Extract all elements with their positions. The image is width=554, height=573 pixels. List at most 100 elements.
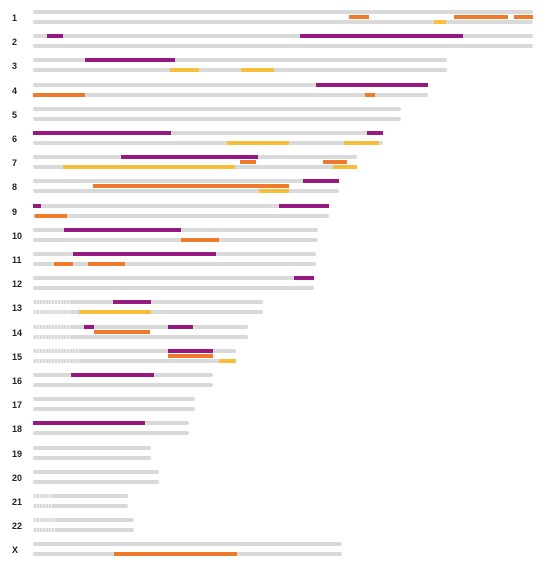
chromosome-track [33, 82, 428, 87]
chromosome-label: 22 [12, 521, 23, 532]
chromosome-label: 5 [12, 109, 18, 120]
yellow-segment [434, 20, 446, 24]
yellow-segment [170, 68, 199, 73]
chromosome-label: 13 [12, 303, 23, 314]
chromosome-label: 20 [12, 472, 23, 483]
chromosome-label: 17 [12, 400, 23, 411]
chromosome-row: 8 [0, 179, 554, 203]
short-arm-hatch [33, 494, 53, 508]
purple-segment [121, 155, 258, 160]
orange-segment [35, 213, 67, 218]
orange-segment [87, 262, 126, 266]
chromosome-row: 10 [0, 227, 554, 252]
chromosome-track [33, 431, 189, 436]
chromosome-track [33, 179, 339, 184]
purple-segment [46, 34, 63, 39]
yellow-segment [333, 165, 357, 170]
purple-segment [33, 421, 145, 426]
orange-segment [33, 92, 85, 97]
short-arm-hatch [33, 300, 72, 315]
yellow-segment [63, 165, 235, 170]
chromosome-track [33, 528, 134, 533]
chromosome-row: 21 [0, 494, 554, 518]
chromosome-row: 7 [0, 155, 554, 179]
chromosome-label: 4 [12, 85, 18, 96]
chromosome-row: X [0, 542, 554, 566]
orange-segment [113, 552, 237, 557]
purple-segment [167, 348, 213, 353]
chromosome-row: 9 [0, 203, 554, 228]
chromosome-row: 17 [0, 397, 554, 421]
chromosome-row: 20 [0, 469, 554, 494]
chromosome-track [33, 407, 195, 412]
orange-segment [349, 15, 369, 19]
chromosome-track [33, 358, 236, 363]
chromosome-track [33, 44, 533, 49]
short-arm-hatch [33, 324, 72, 339]
chromosome-row: 1 [0, 10, 554, 34]
chromosome-track [33, 20, 533, 24]
chromosome-track [33, 286, 314, 291]
chromosome-track [33, 34, 533, 39]
purple-segment [33, 203, 41, 208]
orange-segment [167, 353, 213, 358]
chromosome-row: 16 [0, 373, 554, 397]
chromosome-track [33, 58, 447, 63]
chromosome-track [33, 106, 401, 111]
chromosome-label: 12 [12, 279, 23, 290]
orange-segment [514, 15, 533, 19]
purple-segment [366, 131, 383, 135]
chromosome-row: 13 [0, 300, 554, 324]
yellow-segment [226, 141, 290, 145]
chromosome-row: 3 [0, 58, 554, 82]
yellow-segment [218, 358, 229, 363]
chromosome-row: 2 [0, 34, 554, 58]
purple-segment [70, 373, 155, 377]
chromosome-track [33, 348, 236, 353]
purple-segment [315, 82, 428, 87]
chromosome-row: 14 [0, 324, 554, 349]
orange-segment [240, 160, 256, 165]
chromosome-row: 4 [0, 82, 554, 107]
chromosome-label: 6 [12, 134, 18, 144]
chromosome-label: 8 [12, 182, 18, 193]
purple-segment [85, 58, 176, 63]
orange-segment [94, 329, 150, 334]
chromosome-label: 16 [12, 376, 23, 386]
chromosome-row: 18 [0, 421, 554, 445]
chromosome-row: 19 [0, 445, 554, 470]
purple-segment [72, 252, 216, 256]
chromosome-row: 15 [0, 348, 554, 373]
yellow-segment [78, 310, 152, 315]
chromosome-label: 2 [12, 37, 18, 48]
chromosome-row: 5 [0, 106, 554, 131]
orange-segment [92, 184, 290, 189]
chromosome-label: 7 [12, 158, 18, 169]
chromosome-label: 18 [12, 424, 23, 435]
chromosome-track [33, 518, 134, 523]
orange-segment [180, 237, 219, 242]
yellow-segment [258, 189, 290, 194]
chromosome-track [33, 276, 314, 281]
chromosome-track [33, 116, 401, 121]
orange-segment [322, 160, 347, 165]
purple-segment [302, 179, 339, 184]
chromosome-track [33, 189, 339, 194]
purple-segment [33, 131, 172, 135]
purple-segment [64, 227, 181, 232]
chromosome-track [33, 131, 383, 135]
chromosome-track [33, 324, 248, 329]
chromosome-track [33, 469, 159, 474]
chromosome-row: 6 [0, 131, 554, 155]
chromosome-label: 21 [12, 497, 23, 507]
chromosome-track [33, 213, 329, 218]
chromosome-label: 3 [12, 61, 18, 72]
chromosome-track [33, 262, 316, 266]
chromosome-label: 9 [12, 206, 18, 217]
purple-segment [293, 276, 314, 281]
chromosome-label: 15 [12, 351, 23, 362]
short-arm-hatch [33, 518, 56, 533]
yellow-segment [343, 141, 380, 145]
orange-segment [53, 262, 73, 266]
